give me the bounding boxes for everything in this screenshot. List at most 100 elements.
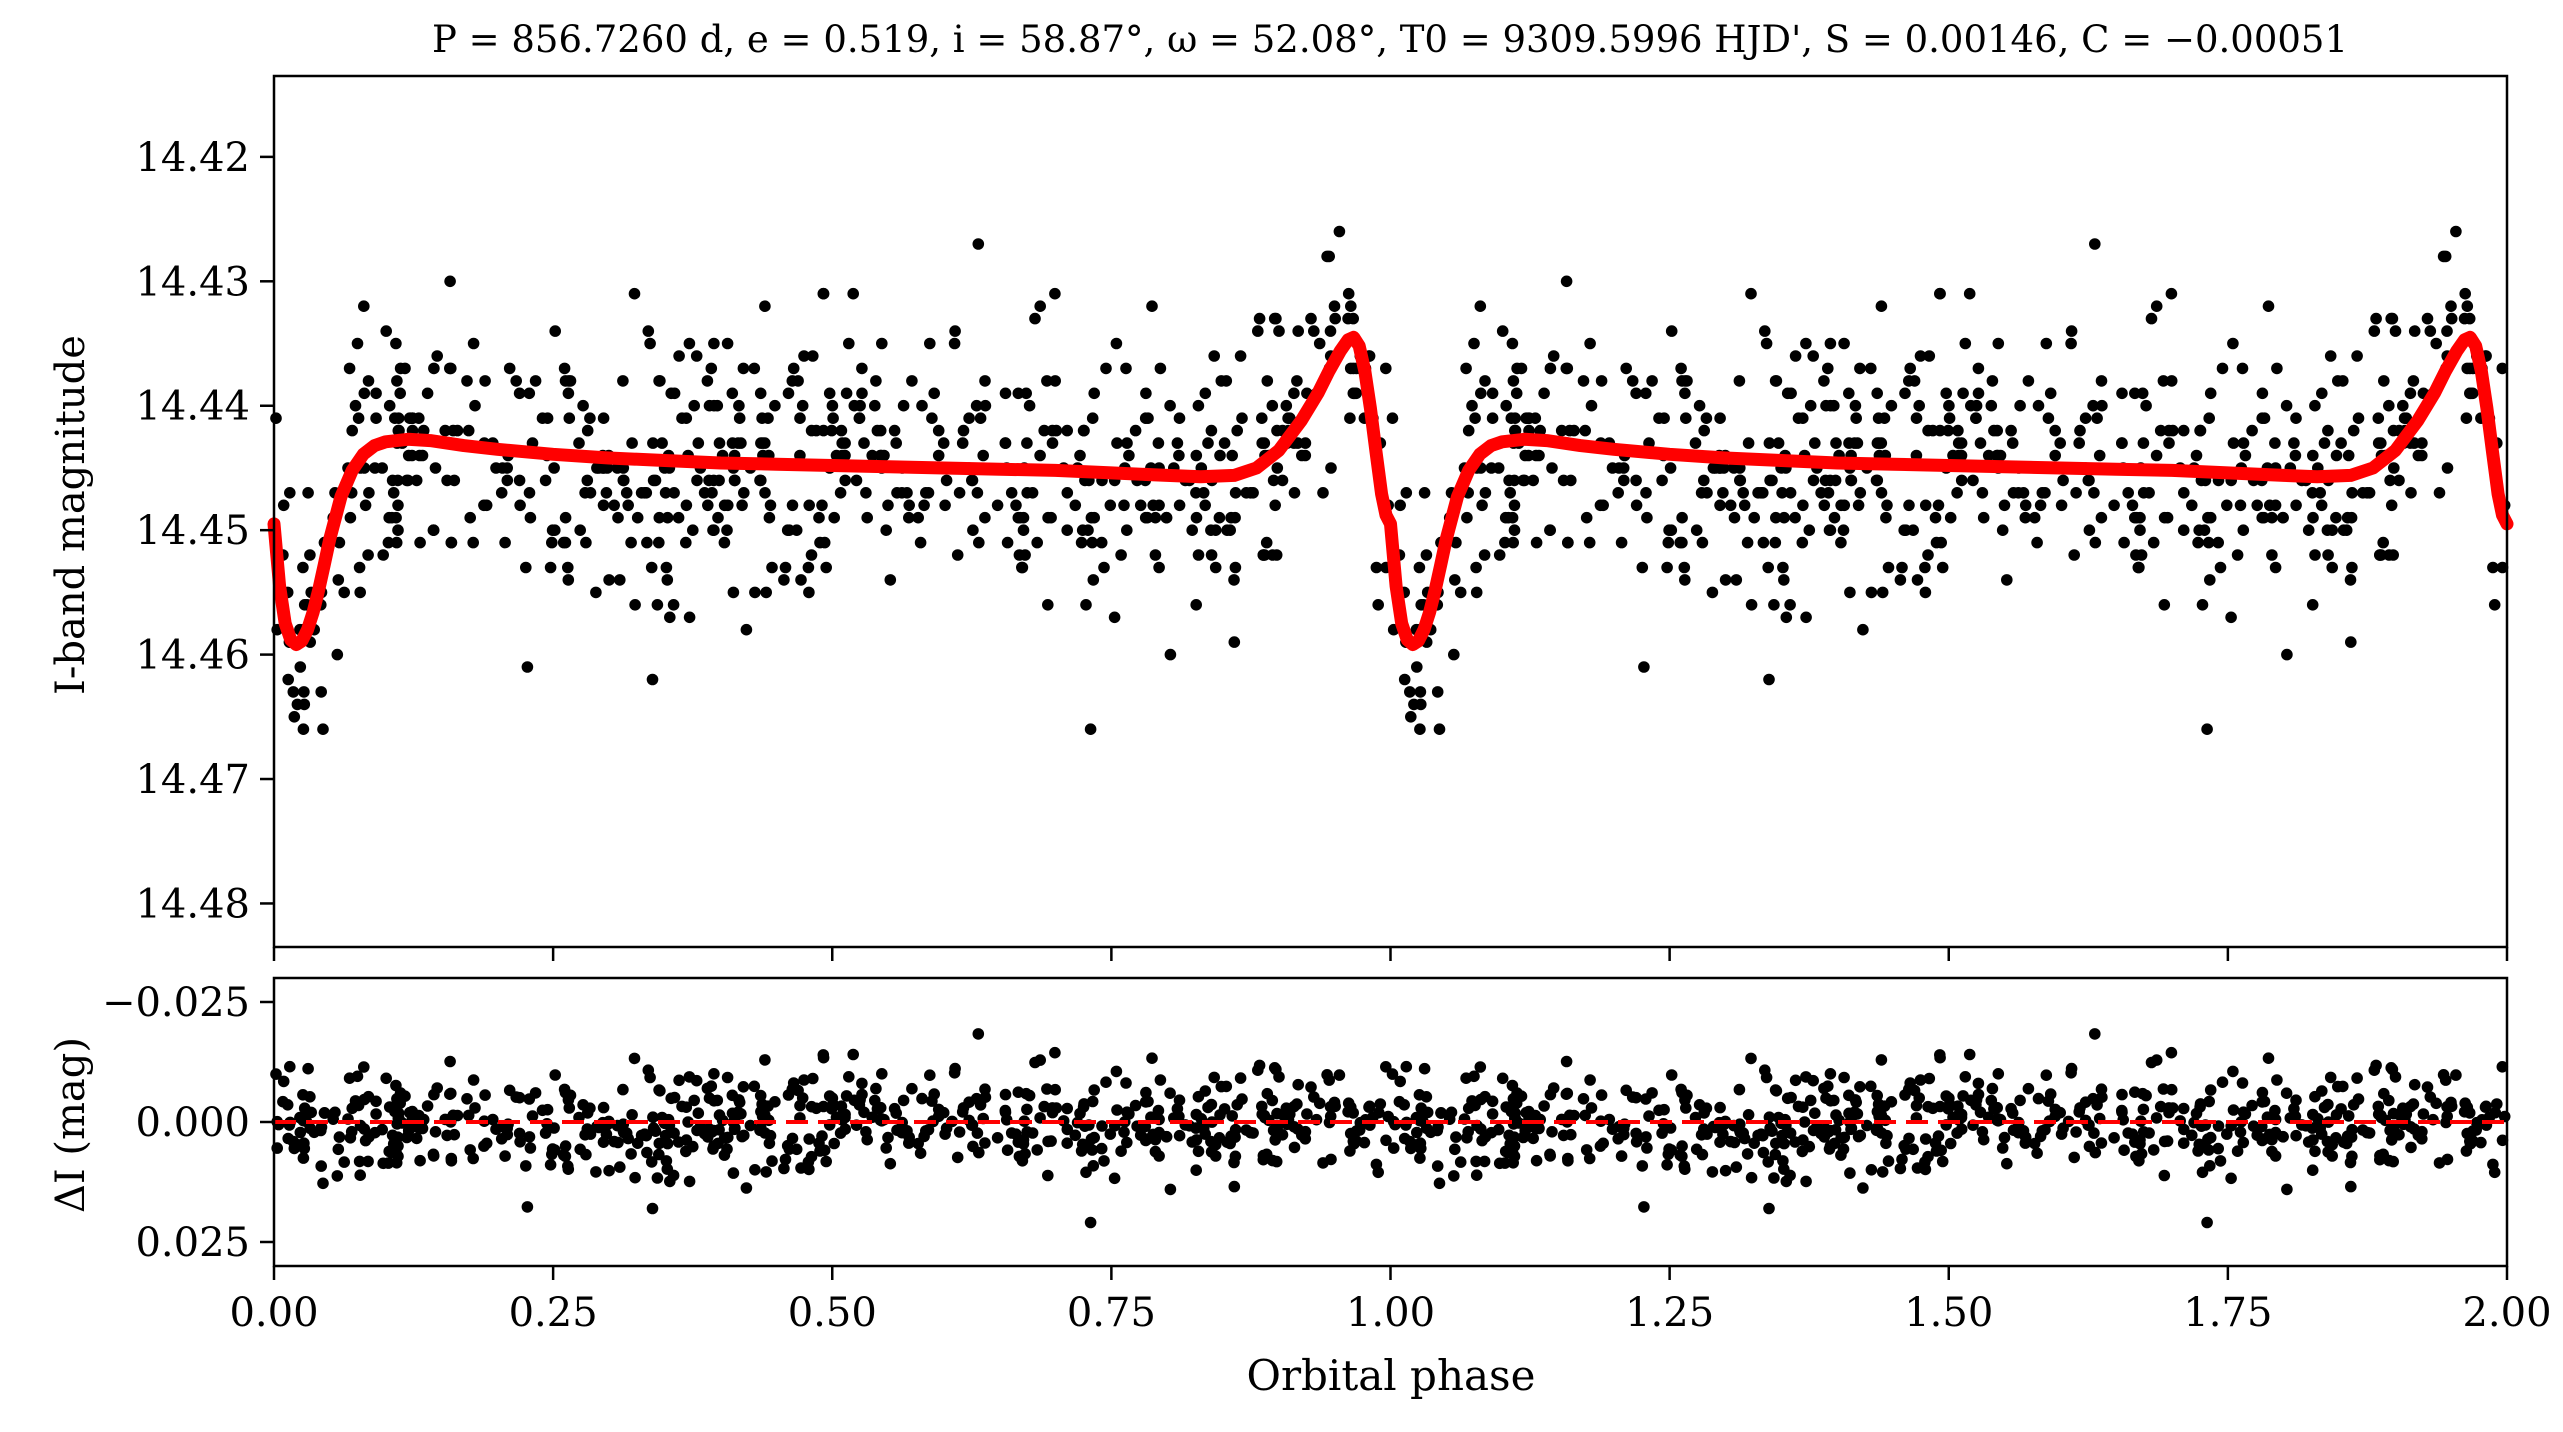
residual-point <box>1510 1097 1523 1109</box>
residual-point <box>817 1100 830 1113</box>
residual-point <box>918 1130 930 1143</box>
data-point <box>653 511 666 524</box>
data-point <box>284 487 296 499</box>
residual-point <box>451 1109 464 1122</box>
data-point <box>1985 399 1998 412</box>
data-point <box>1450 536 1462 549</box>
data-point <box>2137 437 2150 449</box>
residual-point <box>703 1092 716 1104</box>
data-point <box>1875 300 1888 313</box>
data-point <box>926 412 938 425</box>
data-point <box>737 362 750 375</box>
data-point <box>1479 487 1492 499</box>
data-point <box>949 325 961 337</box>
data-point <box>1045 511 1057 524</box>
residual-point <box>1959 1071 1972 1083</box>
data-point <box>792 375 804 387</box>
data-point <box>680 499 693 512</box>
data-point <box>1562 536 1574 549</box>
data-point <box>680 536 692 549</box>
residual-point <box>2445 1100 2458 1113</box>
residual-point <box>1508 1140 1521 1152</box>
data-point <box>641 536 653 549</box>
data-point <box>1149 511 1162 524</box>
residual-point <box>2201 1216 2213 1229</box>
data-point <box>1835 536 1847 549</box>
residual-point <box>1214 1109 1226 1121</box>
data-point <box>914 536 927 549</box>
data-point <box>644 337 656 350</box>
data-point <box>642 325 655 337</box>
data-point <box>1253 312 1266 325</box>
residual-point <box>683 1175 696 1188</box>
data-point <box>1266 399 1279 412</box>
data-point <box>766 561 778 574</box>
data-point <box>951 549 964 561</box>
residual-point <box>2204 1160 2216 1172</box>
data-point <box>1504 487 1516 499</box>
residual-point <box>2157 1083 2170 1095</box>
residual-point <box>882 1131 894 1144</box>
residual-point <box>1996 1142 2009 1154</box>
data-point <box>1780 611 1793 624</box>
x-tick-label: 1.50 <box>1904 1290 1993 1336</box>
data-point <box>495 487 508 499</box>
data-point <box>563 412 576 425</box>
residual-point <box>2247 1120 2260 1132</box>
residual-point <box>2342 1110 2355 1122</box>
data-point <box>1208 350 1220 362</box>
residual-point <box>628 1052 641 1065</box>
residual-point <box>1595 1089 1608 1101</box>
data-point <box>1418 487 1431 499</box>
residual-point <box>529 1087 542 1099</box>
residual-point <box>351 1070 364 1083</box>
data-point <box>1894 574 1907 586</box>
data-point <box>2393 474 2405 487</box>
data-point <box>2345 636 2357 648</box>
data-point <box>549 524 561 536</box>
residual-point <box>1435 1107 1447 1119</box>
data-point <box>2458 312 2471 325</box>
data-point <box>1700 412 1713 425</box>
data-point <box>2326 561 2338 574</box>
data-point <box>1141 511 1154 524</box>
data-point <box>1049 375 1061 387</box>
residual-point <box>1202 1101 1214 1114</box>
data-point <box>562 561 574 574</box>
data-point <box>1069 499 1082 512</box>
residual-point <box>1882 1155 1895 1167</box>
data-point <box>979 511 991 524</box>
data-point <box>874 424 887 437</box>
data-point <box>1344 412 1356 425</box>
residual-point <box>2256 1096 2268 1108</box>
data-point <box>2269 437 2281 449</box>
data-point <box>708 337 720 350</box>
residual-point <box>1899 1089 1911 1101</box>
data-point <box>1280 399 1293 412</box>
residual-point <box>1837 1143 1850 1155</box>
residual-point <box>2389 1071 2402 1083</box>
residual-point <box>391 1118 403 1130</box>
residual-point <box>1120 1077 1132 1089</box>
residual-point <box>2073 1106 2085 1118</box>
data-point <box>2263 499 2276 512</box>
residual-point <box>1153 1150 1165 1162</box>
data-point <box>392 499 404 512</box>
residual-point <box>1972 1088 1985 1101</box>
data-point <box>817 287 830 300</box>
residual-point <box>1843 1107 1855 1120</box>
data-point <box>1899 387 1911 400</box>
data-point <box>2193 524 2205 536</box>
data-point <box>2352 412 2365 425</box>
residual-point <box>2280 1087 2293 1099</box>
data-point <box>2416 449 2428 462</box>
data-point <box>1923 350 1936 362</box>
residual-point <box>2190 1107 2203 1120</box>
data-point <box>1557 474 1570 487</box>
data-point <box>2430 337 2442 350</box>
residual-point <box>1797 1134 1809 1146</box>
data-point <box>1256 437 1268 449</box>
data-point <box>1615 536 1628 549</box>
residual-point <box>1544 1150 1556 1162</box>
data-point <box>708 524 720 536</box>
